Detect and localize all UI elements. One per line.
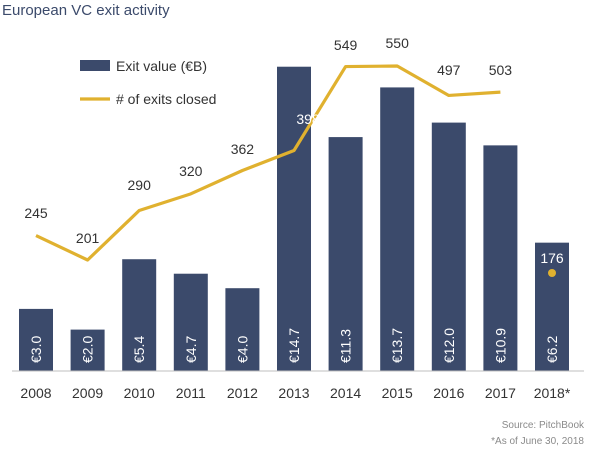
x-tick-label: 2012 [227, 385, 258, 401]
bar-value-label: €13.7 [389, 328, 405, 363]
bar-value-label: €4.7 [183, 336, 199, 363]
exits-label-2017: 503 [489, 62, 513, 78]
bar-2011 [173, 273, 208, 371]
bar-2017 [483, 145, 518, 371]
exits-line [35, 64, 501, 262]
x-tick-label: 2013 [278, 385, 309, 401]
x-tick-label: 2017 [485, 385, 516, 401]
bar-2009 [70, 329, 105, 371]
bar-value-label: €5.4 [131, 336, 147, 363]
bar-value-label: €4.0 [234, 336, 250, 363]
exits-label-2016: 497 [437, 62, 461, 78]
bar-value-labels: €3.0 €2.0 €5.4 €4.7 €4.0 €14.7 €11.3 €13.7 €12.0… [28, 328, 560, 363]
chart-title: European VC exit activity [2, 2, 170, 19]
line-value-labels: 245 201 290 320 362 398 549 550 497 503 176 [24, 35, 564, 266]
exits-label-2009: 201 [76, 230, 100, 246]
x-tick-label: 2011 [176, 385, 206, 401]
bar-2008 [19, 308, 53, 371]
bar-value-label: €12.0 [441, 328, 457, 363]
bar-2010 [122, 259, 157, 371]
bar-value-label: €2.0 [80, 336, 96, 363]
exits-label-2013: 398 [296, 111, 320, 127]
exits-label-2008: 245 [24, 205, 48, 221]
x-tick-label: 2008 [20, 385, 51, 401]
legend-swatch-bar [80, 60, 110, 71]
line-series [35, 64, 556, 277]
footnote: *As of June 30, 2018 [491, 436, 584, 447]
x-tick-label: 2010 [124, 385, 155, 401]
bar-value-label: €10.9 [492, 328, 508, 363]
bar-2013 [277, 66, 311, 372]
legend-label-bar: Exit value (€B) [116, 58, 207, 74]
legend-label-line: # of exits closed [116, 91, 216, 107]
bar-value-label: €14.7 [286, 328, 302, 363]
bar-2018* [535, 242, 569, 371]
x-tick-label: 2014 [330, 385, 361, 401]
bar-2016 [431, 122, 466, 371]
exits-label-2015: 550 [386, 35, 410, 51]
exits-label-2012: 362 [231, 141, 255, 157]
bar-value-label: €11.3 [338, 329, 354, 363]
exits-label-2010: 290 [128, 177, 152, 193]
bar-2015 [380, 87, 415, 371]
exits-label-2018*: 176 [540, 250, 564, 266]
x-tick-label: 2009 [72, 385, 103, 401]
bar-value-label: €3.0 [28, 336, 44, 363]
legend: Exit value (€B) # of exits closed [80, 58, 216, 107]
exits-point-2018* [548, 269, 556, 277]
bar-series [19, 66, 569, 372]
bar-value-label: €6.2 [544, 336, 560, 363]
x-tick-label: 2016 [433, 385, 464, 401]
source-note: Source: PitchBook [501, 420, 584, 431]
x-tick-label: 2018* [534, 385, 571, 401]
exits-label-2011: 320 [179, 163, 203, 179]
bar-2014 [328, 137, 363, 371]
x-tick-label: 2015 [382, 385, 413, 401]
x-axis-tick-labels: 2008 2009 2010 2011 2012 2013 2014 2015 2016 2017… [20, 385, 570, 401]
exits-label-2014: 549 [334, 37, 358, 53]
bar-2012 [225, 288, 260, 371]
